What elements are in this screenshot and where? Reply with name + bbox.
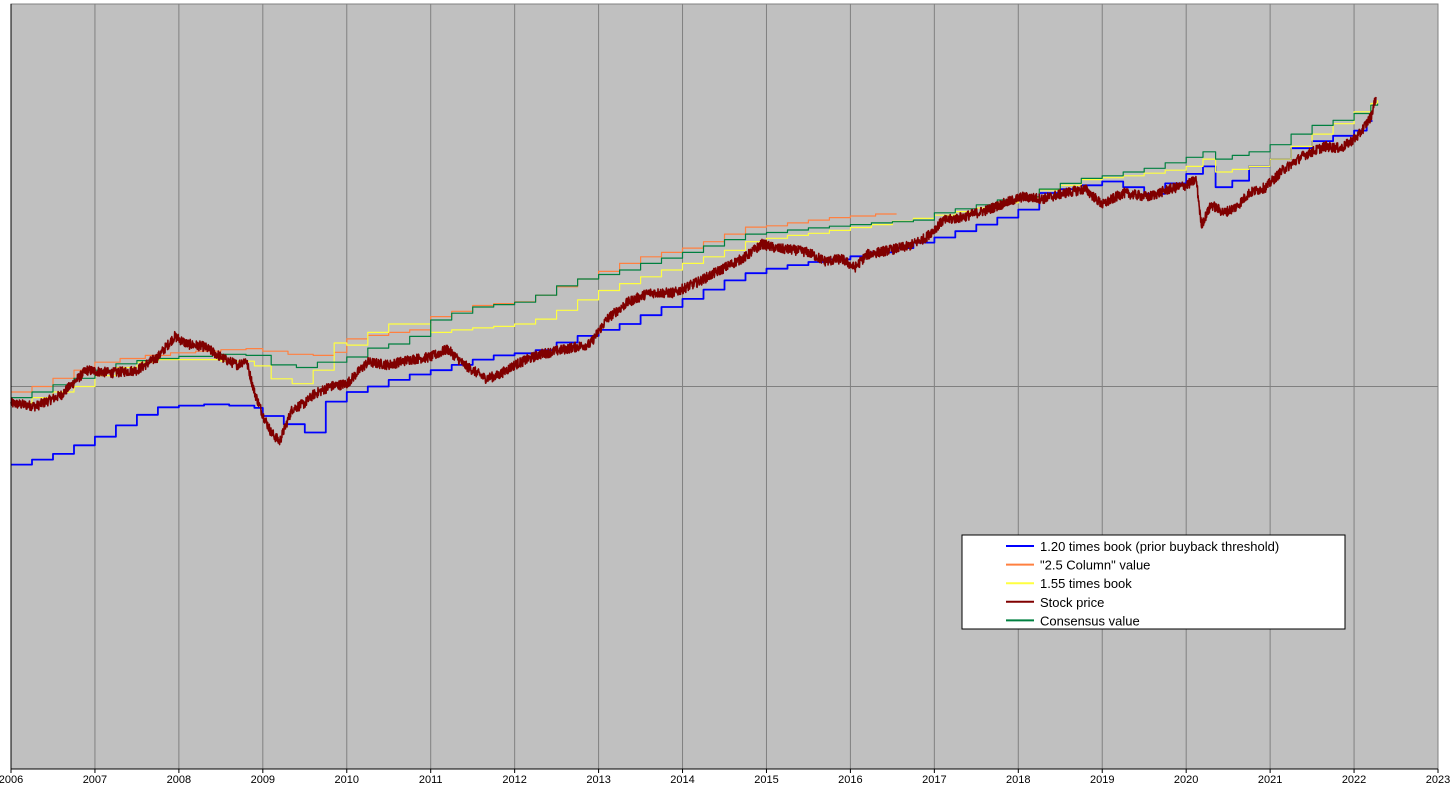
x-tick-label-2019: 2019 (1090, 774, 1114, 786)
x-tick-label-2013: 2013 (586, 774, 610, 786)
x-tick-label-2017: 2017 (922, 774, 946, 786)
series-line-3 (10, 96, 1377, 446)
legend-label-2: 1.55 times book (1040, 576, 1132, 591)
series-layer (10, 96, 1379, 466)
x-tick-label-2022: 2022 (1342, 774, 1366, 786)
x-tick-label-2021: 2021 (1258, 774, 1282, 786)
x-axis-ticks: 2006 2007 2008 2009 2010 2011 2012 2013 2014 2015… (0, 769, 1450, 786)
x-tick-label-2018: 2018 (1006, 774, 1030, 786)
series-line-1 (11, 213, 897, 393)
x-tick-label-2009: 2009 (251, 774, 275, 786)
x-tick-label-2007: 2007 (83, 774, 107, 786)
x-tick-label-2016: 2016 (838, 774, 862, 786)
x-tick-label-2023: 2023 (1426, 774, 1450, 786)
x-tick-label-2008: 2008 (167, 774, 191, 786)
x-tick-label-2014: 2014 (670, 774, 694, 786)
x-tick-label-2006: 2006 (0, 774, 23, 786)
legend-label-4: Consensus value (1040, 613, 1140, 628)
x-tick-label-2010: 2010 (335, 774, 359, 786)
series-line-4 (11, 103, 1379, 399)
legend: 1.20 times book (prior buyback threshold… (961, 534, 1346, 630)
x-tick-label-2020: 2020 (1174, 774, 1198, 786)
legend-label-1: "2.5 Column" value (1040, 558, 1150, 573)
series-line-2 (11, 100, 1379, 404)
x-tick-label-2012: 2012 (502, 774, 526, 786)
x-tick-label-2011: 2011 (419, 774, 443, 786)
legend-label-3: Stock price (1040, 595, 1104, 610)
legend-label-0: 1.20 times book (prior buyback threshold… (1040, 539, 1279, 554)
legend-box (961, 534, 1346, 630)
x-tick-label-2015: 2015 (754, 774, 778, 786)
